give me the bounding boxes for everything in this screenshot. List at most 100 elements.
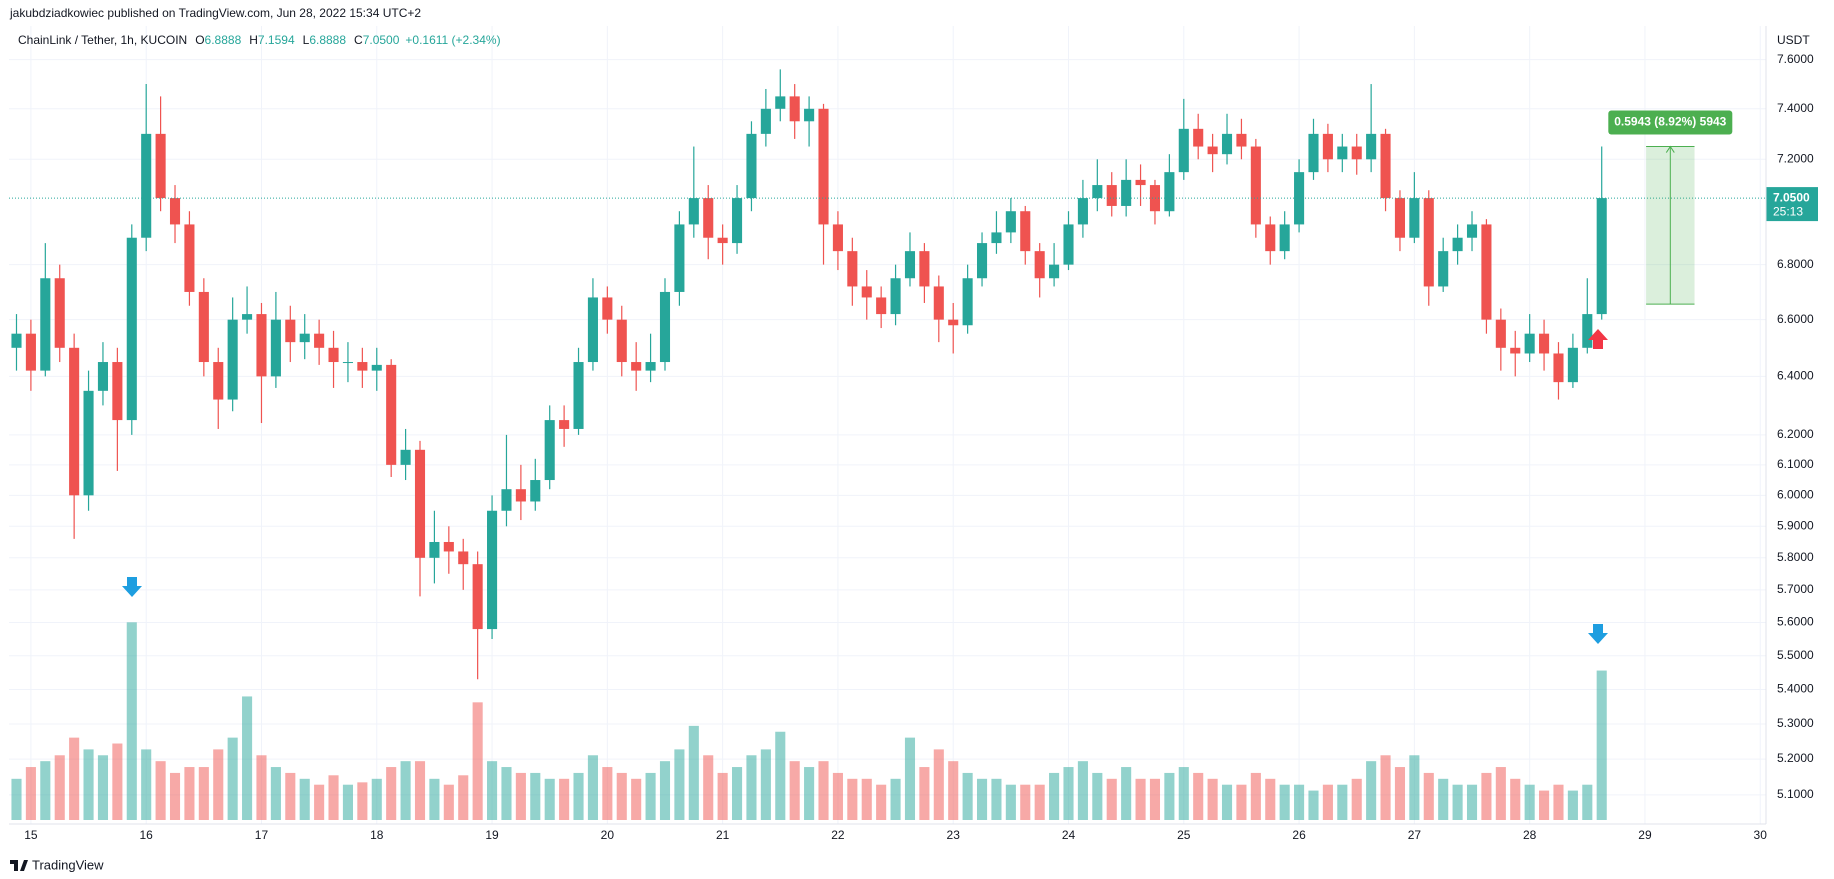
candle-body (789, 96, 800, 122)
candle-body (703, 198, 714, 238)
volume-bar (1178, 767, 1189, 820)
candle-body (141, 133, 152, 238)
candle-body (847, 251, 858, 287)
y-tick-label: 5.6000 (1777, 615, 1814, 629)
y-tick-label: 5.2000 (1777, 751, 1814, 765)
volume-bar (1135, 778, 1146, 820)
volume-bar (1149, 778, 1161, 820)
volume-bar (559, 778, 570, 820)
volume-bar (631, 778, 642, 820)
candle-body (746, 133, 757, 199)
candle-body (443, 541, 454, 552)
volume-bar (703, 755, 714, 820)
candle-body (1207, 146, 1218, 155)
legend: ChainLink / Tether, 1h, KUCOIN O6.8888 H7.… (18, 33, 501, 47)
volume-bar (760, 749, 771, 820)
volume-bar (1250, 772, 1261, 820)
volume-bar (1394, 767, 1406, 820)
volume-bar (40, 761, 51, 820)
volume-bar (515, 772, 526, 820)
volume-bar (472, 702, 483, 820)
volume-bar (1034, 784, 1045, 820)
volume-bar (1380, 755, 1391, 820)
candle-body (948, 319, 959, 326)
volume-bar (1221, 784, 1233, 820)
legend-ohlc-label: H (249, 33, 258, 47)
volume-bar (141, 749, 152, 820)
volume-bar (1438, 778, 1449, 820)
y-tick-label: 5.7000 (1777, 582, 1814, 596)
volume-bar (1510, 778, 1521, 820)
volume-bar (544, 778, 555, 820)
candle-body (659, 291, 671, 363)
volume-bar (54, 755, 65, 820)
x-tick-label: 29 (1638, 828, 1652, 842)
header: jakubdziadkowiec published on TradingVie… (9, 6, 421, 20)
candle-body (112, 362, 123, 421)
candle-body (126, 237, 137, 421)
volume-bar (25, 767, 36, 820)
volume-bar (717, 772, 728, 820)
volume-bar (861, 778, 872, 820)
candle-body (40, 278, 51, 371)
volume-bar (1366, 761, 1377, 820)
measure-label: 0.5943 (8.92%) 5943 (1614, 115, 1726, 129)
volume-bar (443, 784, 454, 820)
candle-body (1539, 333, 1550, 354)
candle-body (487, 510, 498, 630)
volume-bar (1409, 755, 1420, 820)
x-tick-label: 20 (601, 828, 615, 842)
volume-bar (732, 767, 743, 820)
volume-bar (1539, 790, 1550, 820)
candle-body (645, 362, 656, 371)
volume-bar (299, 778, 310, 820)
volume-bar (919, 767, 930, 820)
volume-bar (1020, 784, 1031, 820)
candle-body (458, 551, 469, 565)
volume-bar (659, 761, 671, 820)
volume-bar (285, 772, 296, 820)
volume-bar (789, 761, 800, 820)
volume-bar (1049, 772, 1060, 820)
candle-body (1567, 347, 1578, 383)
candle-body (1077, 198, 1088, 225)
measure-arrowhead (1665, 145, 1675, 153)
volume-bar (1236, 784, 1247, 820)
y-tick-label: 7.6000 (1777, 52, 1814, 66)
candle-body (270, 319, 281, 377)
candle-body (472, 564, 483, 630)
legend-ohlc-label: L (303, 33, 310, 47)
candle-body (832, 224, 843, 252)
volume-bar (832, 772, 843, 820)
grid (9, 26, 1766, 824)
volume-bar (530, 772, 541, 820)
volume-bar (1423, 772, 1434, 820)
candle-body (25, 333, 36, 371)
volume-bar (818, 761, 829, 820)
volume-bar (1582, 784, 1593, 820)
candle-body (227, 319, 238, 400)
candle-body (213, 362, 224, 400)
candle-body (342, 362, 353, 364)
x-tick-label: 15 (24, 828, 38, 842)
candle-body (1221, 133, 1233, 155)
candle-body (732, 198, 743, 244)
candle-body (242, 314, 253, 320)
candle-body (69, 347, 80, 496)
volume-bar (1279, 784, 1290, 820)
volume-bar (256, 755, 267, 820)
candle-body (861, 286, 872, 298)
candle-body (1236, 133, 1247, 147)
volume-bar (458, 775, 469, 820)
volume-bar (227, 737, 238, 820)
candle-body (1394, 198, 1406, 238)
candle-body (285, 319, 296, 343)
legend-ohlc-label: O (195, 33, 204, 47)
candle-body (1049, 264, 1060, 279)
up-arrow (1588, 329, 1608, 349)
y-tick-label: 6.2000 (1777, 427, 1814, 441)
candle-body (1149, 185, 1161, 212)
